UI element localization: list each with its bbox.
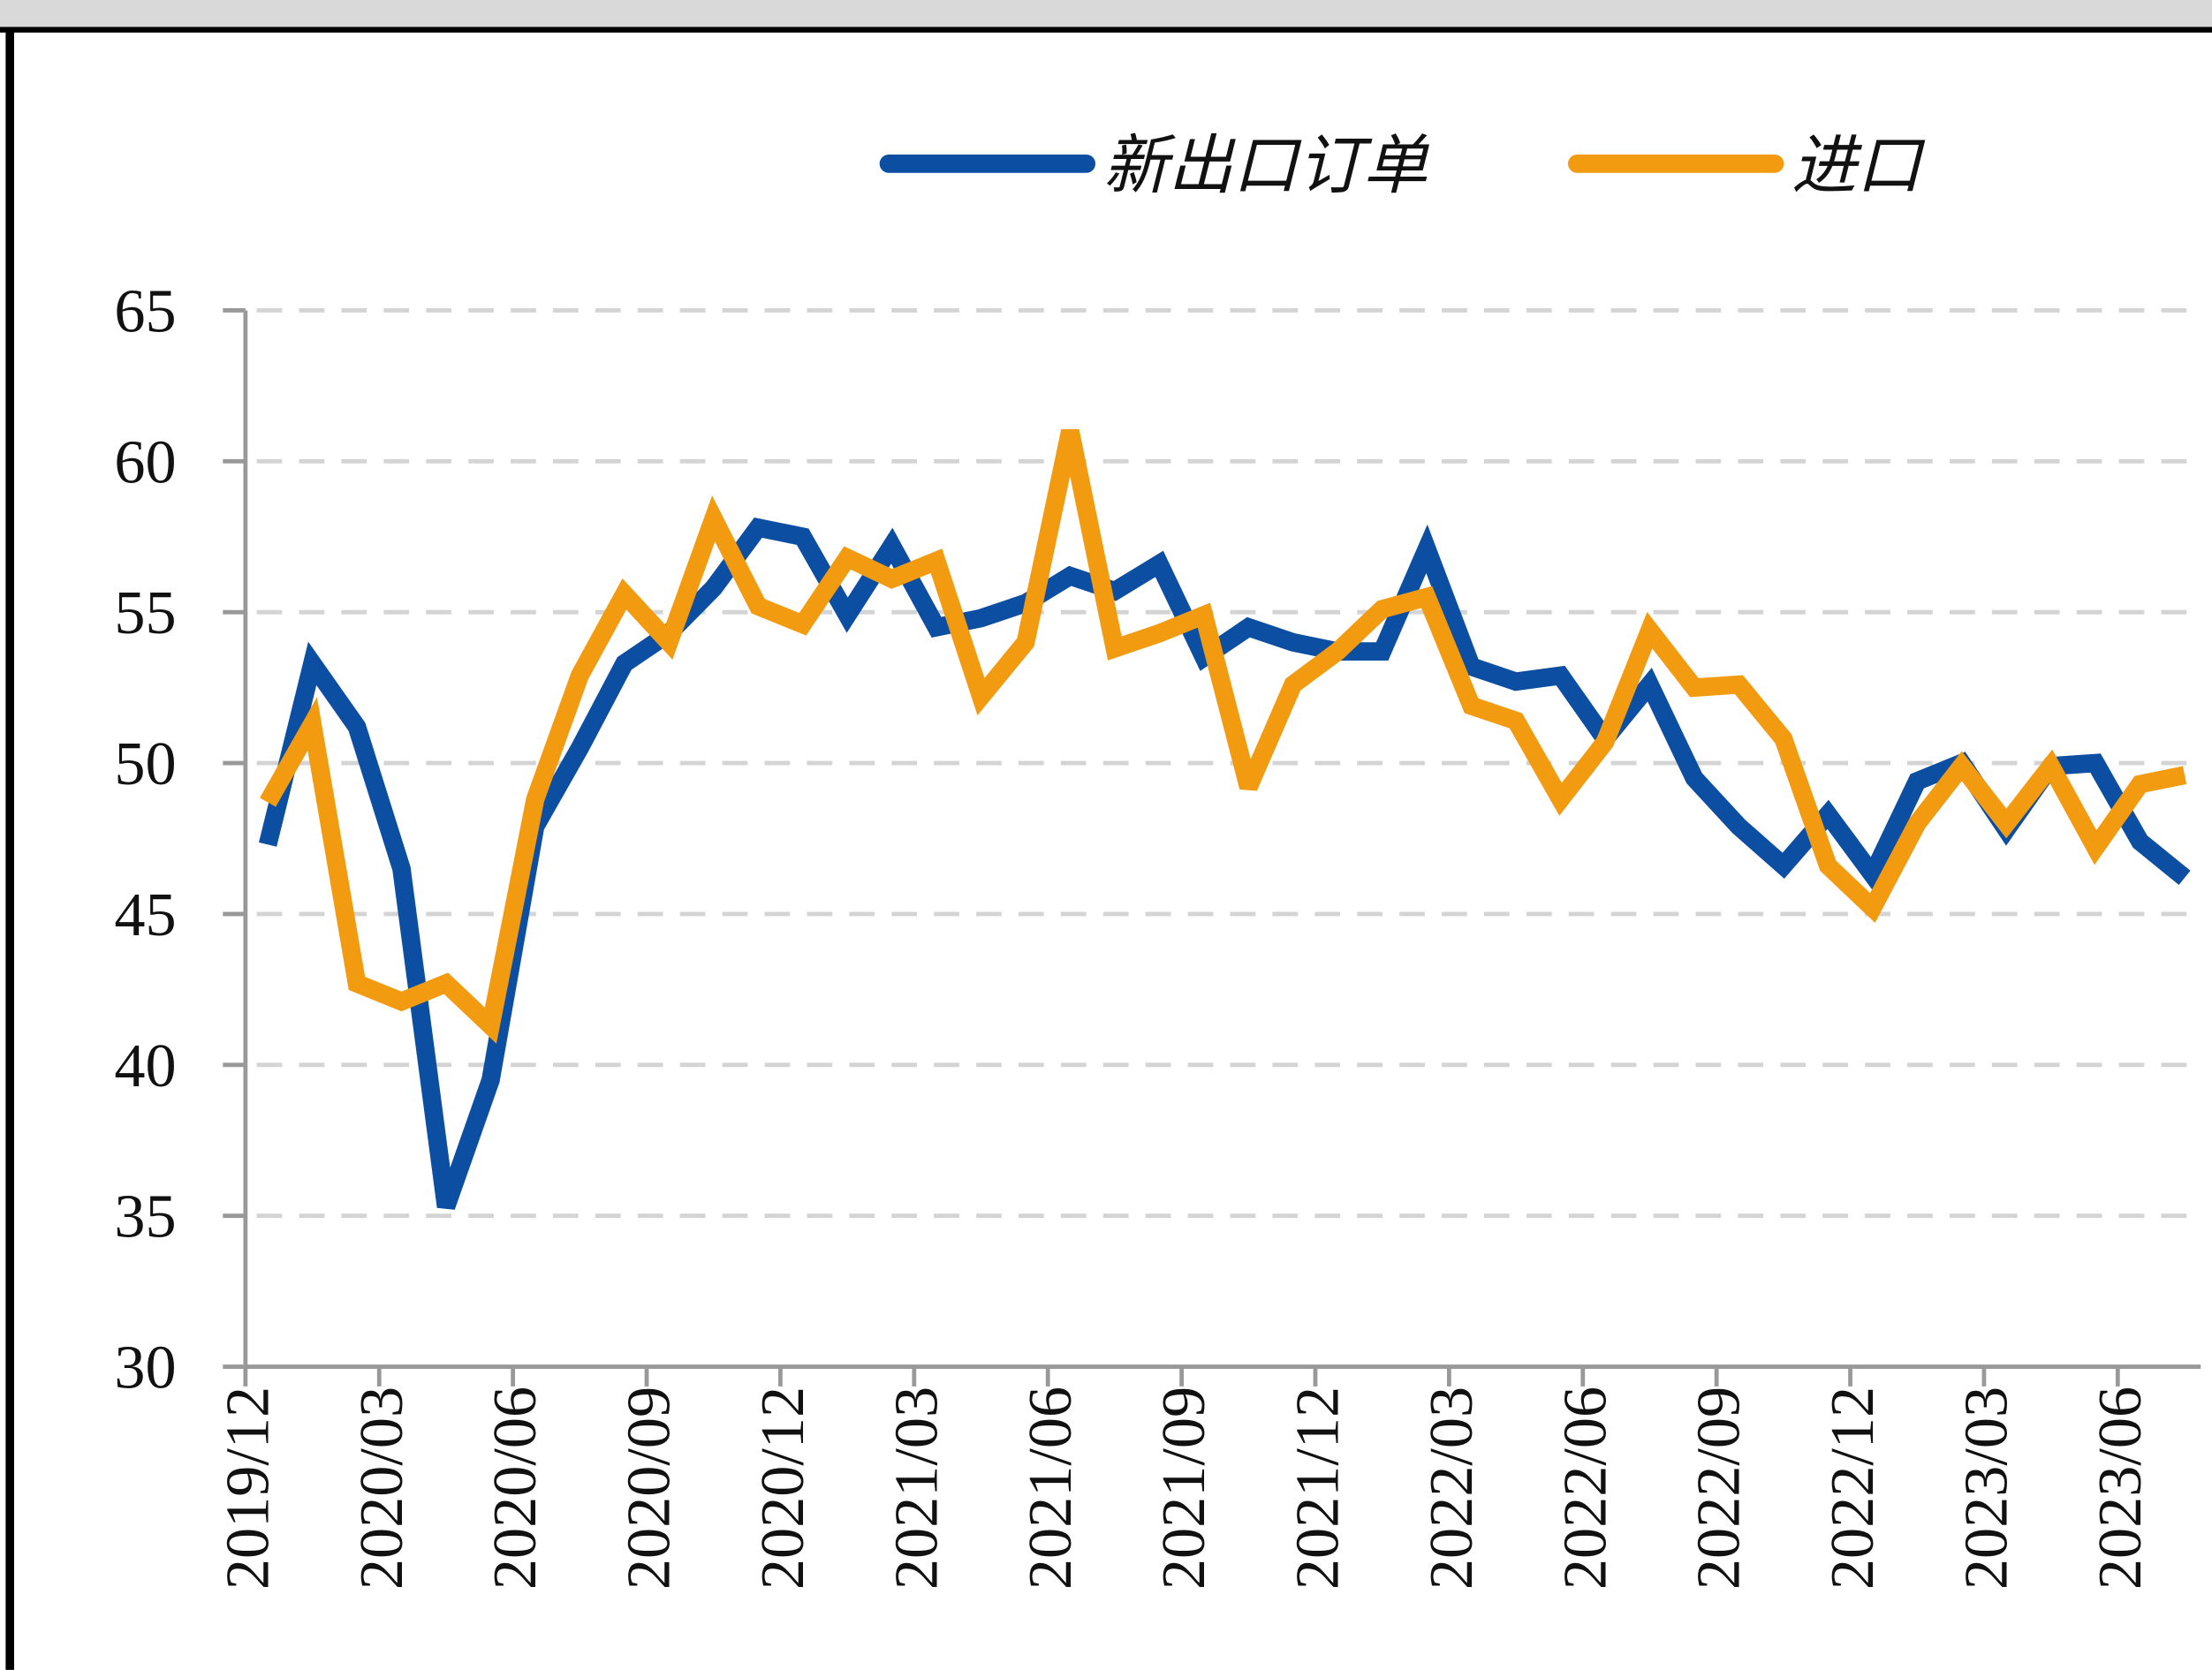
x-tick-label: 2022/09 [1685, 1387, 1754, 1590]
x-tick-label: 2020/03 [347, 1387, 416, 1590]
legend-label: 进口 [1792, 129, 1925, 204]
x-tick-label: 2022/06 [1550, 1387, 1619, 1590]
x-tick-label: 2023/06 [2086, 1387, 2155, 1590]
x-tick-label: 2022/03 [1417, 1387, 1486, 1590]
y-tick-label: 65 [114, 276, 176, 345]
y-tick-label: 45 [114, 880, 176, 949]
y-tick-label: 60 [114, 427, 176, 496]
series-line [259, 518, 2191, 1210]
legend-label: 新出口订单 [1103, 129, 1430, 204]
y-tick-label: 50 [114, 729, 176, 798]
y-tick-label: 30 [114, 1334, 176, 1402]
y-tick-label: 40 [114, 1031, 176, 1100]
x-tick-label: 2021/12 [1284, 1387, 1352, 1590]
title-bar [0, 0, 2212, 32]
x-tick-label: 2020/12 [748, 1387, 817, 1590]
x-tick-label: 2023/03 [1951, 1387, 2020, 1590]
x-tick-label: 2019/12 [213, 1387, 282, 1590]
series-line [260, 428, 2187, 1044]
x-tick-label: 2022/12 [1818, 1387, 1887, 1590]
y-tick-label: 55 [114, 578, 176, 647]
x-tick-label: 2020/06 [481, 1387, 549, 1590]
x-tick-label: 2021/06 [1016, 1387, 1085, 1590]
x-tick-label: 2021/03 [882, 1387, 951, 1590]
x-tick-label: 2021/09 [1149, 1387, 1218, 1590]
y-tick-label: 35 [114, 1183, 176, 1251]
x-tick-label: 2020/09 [615, 1387, 684, 1590]
